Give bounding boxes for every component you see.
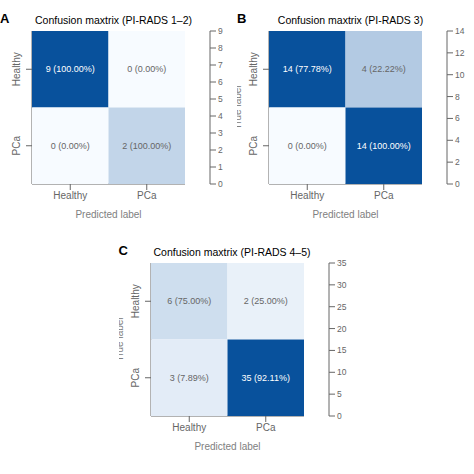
html-text:Confusion maxtrix (PI-RADS 1–2: Confusion maxtrix (PI-RADS 1–2) — [35, 14, 192, 26]
svg-text:PCa: PCa — [374, 190, 394, 201]
svg-text:True label: True label — [237, 85, 243, 129]
svg-text:20: 20 — [337, 324, 347, 334]
svg-text:2 (25.00%): 2 (25.00%) — [243, 296, 287, 306]
svg-text:6: 6 — [455, 113, 460, 123]
svg-text:2 (100.00%): 2 (100.00%) — [122, 141, 171, 151]
svg-text:Predicted label: Predicted label — [75, 209, 141, 220]
svg-text:7: 7 — [218, 60, 223, 70]
svg-text:Healthy: Healthy — [53, 190, 87, 201]
svg-text:0: 0 — [218, 179, 223, 189]
svg-text:2: 2 — [218, 145, 223, 155]
svg-text:9 (100.00%): 9 (100.00%) — [46, 64, 95, 74]
svg-text:Healthy: Healthy — [248, 52, 259, 86]
html-text:Confusion maxtrix (PI-RADS 3): Confusion maxtrix (PI-RADS 3) — [277, 14, 424, 26]
svg-text:6 (75.00%): 6 (75.00%) — [167, 296, 211, 306]
svg-text:9: 9 — [218, 26, 223, 36]
html-text:B: B — [237, 11, 247, 26]
svg-text:35 (92.11%): 35 (92.11%) — [241, 373, 289, 383]
svg-text:0 (0.00%): 0 (0.00%) — [51, 141, 90, 151]
svg-text:4: 4 — [218, 111, 223, 121]
svg-text:5: 5 — [218, 94, 223, 104]
svg-text:14 (100.00%): 14 (100.00%) — [357, 141, 411, 151]
svg-text:0 (0.00%): 0 (0.00%) — [127, 64, 166, 74]
svg-text:Healthy: Healthy — [172, 422, 206, 433]
svg-text:2: 2 — [455, 157, 460, 167]
svg-text:PCa: PCa — [137, 190, 157, 201]
svg-text:8: 8 — [218, 43, 223, 53]
svg-text:12: 12 — [455, 48, 465, 58]
svg-text:Healthy: Healthy — [130, 284, 141, 318]
svg-text:Healthy: Healthy — [11, 52, 22, 86]
svg-text:4: 4 — [455, 135, 460, 145]
svg-text:3 (7.89%): 3 (7.89%) — [169, 373, 208, 383]
svg-text:8: 8 — [455, 92, 460, 102]
svg-text:Predicted label: Predicted label — [312, 209, 378, 220]
html-text:A: A — [0, 11, 10, 26]
svg-text:4 (22.22%): 4 (22.22%) — [362, 64, 406, 74]
svg-text:PCa: PCa — [248, 136, 259, 156]
svg-text:14: 14 — [455, 26, 465, 36]
svg-text:Predicted label: Predicted label — [194, 441, 260, 452]
svg-text:30: 30 — [337, 280, 347, 290]
svg-text:10: 10 — [455, 70, 465, 80]
svg-text:0: 0 — [337, 411, 342, 421]
svg-text:PCa: PCa — [11, 136, 22, 156]
svg-text:10: 10 — [337, 367, 347, 377]
svg-text:0 (0.00%): 0 (0.00%) — [288, 141, 327, 151]
svg-text:1: 1 — [218, 162, 223, 172]
html-text:Confusion maxtrix (PI-RADS 4–5: Confusion maxtrix (PI-RADS 4–5) — [153, 246, 311, 258]
svg-text:35: 35 — [337, 258, 347, 268]
svg-text:5: 5 — [337, 389, 342, 399]
svg-text:Healthy: Healthy — [290, 190, 324, 201]
svg-text:3: 3 — [218, 128, 223, 138]
svg-text:25: 25 — [337, 302, 347, 312]
html-text:C: C — [118, 243, 128, 258]
svg-text:0: 0 — [455, 179, 460, 189]
svg-text:15: 15 — [337, 345, 347, 355]
svg-text:PCa: PCa — [130, 368, 141, 388]
svg-text:PCa: PCa — [256, 422, 276, 433]
svg-text:True label: True label — [119, 317, 125, 361]
svg-text:6: 6 — [218, 77, 223, 87]
svg-text:14 (77.78%): 14 (77.78%) — [283, 64, 332, 74]
